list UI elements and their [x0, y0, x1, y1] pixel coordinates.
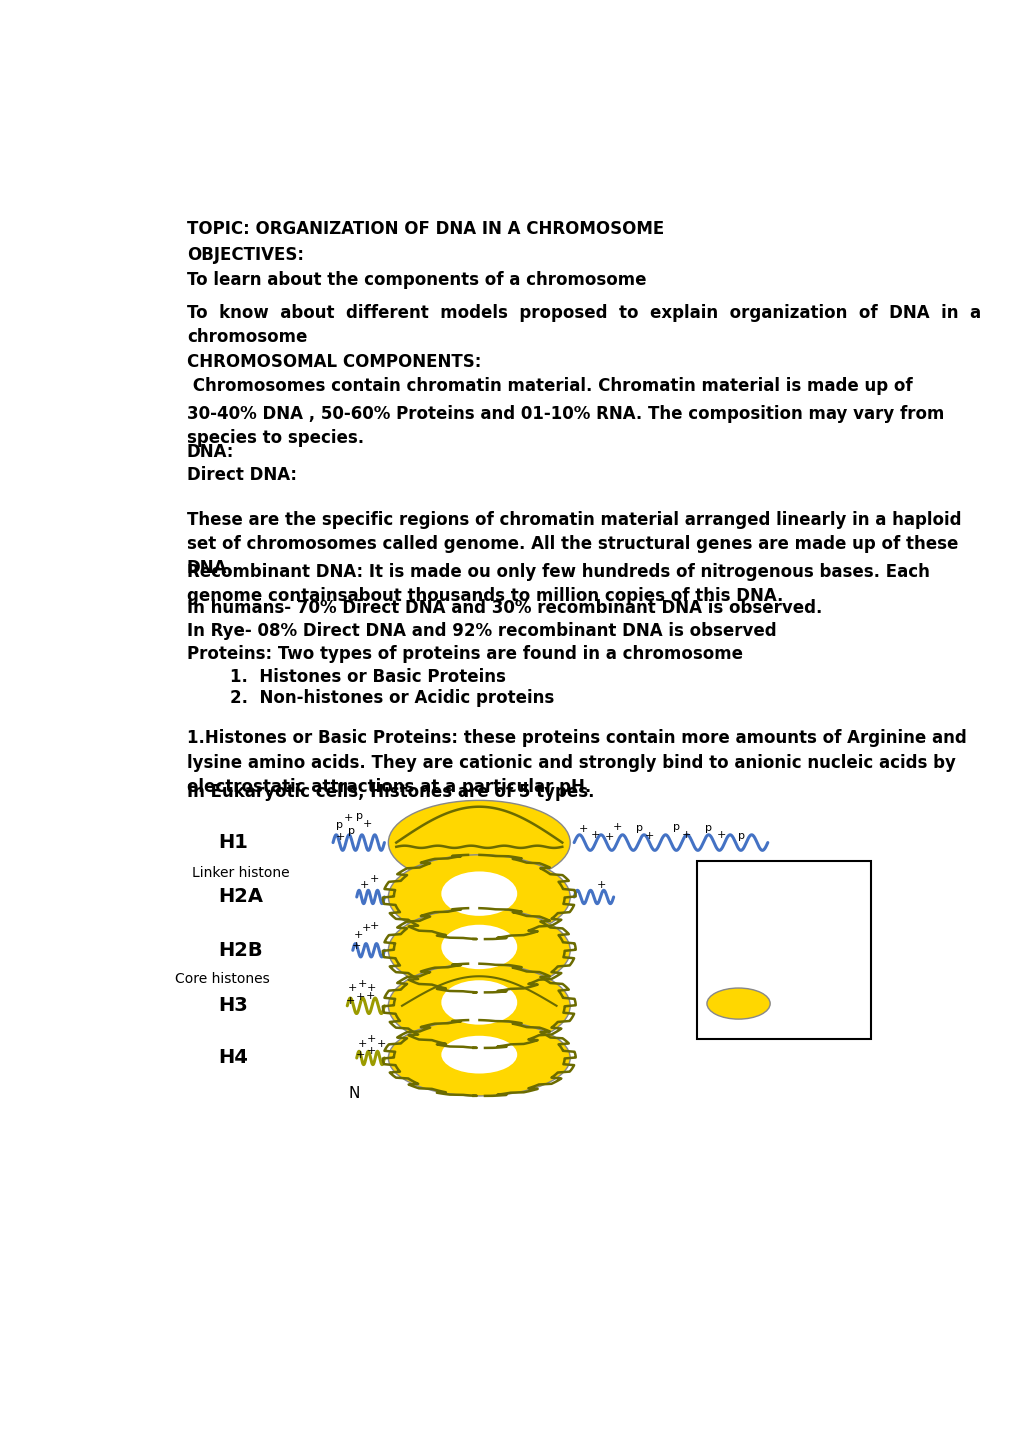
- Text: +: +: [369, 921, 378, 932]
- Text: +: +: [356, 992, 365, 1002]
- Text: +: +: [644, 831, 653, 841]
- Text: p: p: [704, 823, 711, 833]
- Text: H2A: H2A: [218, 887, 263, 907]
- Text: +: +: [376, 1038, 385, 1048]
- Text: Recombinant DNA: It is made ou only few hundreds of nitrogenous bases. Each
geno: Recombinant DNA: It is made ou only few …: [186, 562, 928, 606]
- Text: p: p: [335, 820, 342, 829]
- Ellipse shape: [388, 800, 570, 885]
- Text: N: N: [348, 1086, 360, 1100]
- Text: +: +: [365, 991, 375, 1001]
- Text: conserved: conserved: [782, 996, 853, 1011]
- Ellipse shape: [388, 855, 570, 939]
- Ellipse shape: [441, 871, 517, 916]
- Ellipse shape: [706, 988, 769, 1019]
- Text: H2B: H2B: [218, 940, 263, 960]
- Text: 1.  Histones or Basic Proteins: 1. Histones or Basic Proteins: [230, 668, 505, 686]
- Text: +: +: [612, 822, 622, 832]
- Text: OBJECTIVES:: OBJECTIVES:: [186, 247, 304, 264]
- Text: +: +: [347, 983, 357, 994]
- Text: +: +: [596, 880, 606, 890]
- Text: p: p: [636, 823, 643, 833]
- Text: p: p: [738, 831, 745, 841]
- Text: In Rye- 08% Direct DNA and 92% recombinant DNA is observed: In Rye- 08% Direct DNA and 92% recombina…: [186, 622, 775, 640]
- Text: +: +: [336, 832, 345, 842]
- Text: 2.  Non-histones or Acidic proteins: 2. Non-histones or Acidic proteins: [230, 689, 554, 708]
- FancyBboxPatch shape: [696, 861, 870, 1040]
- Text: Proteins: Two types of proteins are found in a chromosome: Proteins: Two types of proteins are foun…: [186, 645, 742, 663]
- Text: helix: helix: [782, 884, 814, 898]
- Text: +: +: [361, 923, 371, 933]
- Text: p: p: [347, 826, 355, 836]
- Text: H4: H4: [218, 1048, 248, 1067]
- Text: p: p: [673, 822, 680, 832]
- Text: Chromosomes contain chromatin material. Chromatin material is made up of: Chromosomes contain chromatin material. …: [186, 378, 912, 395]
- Text: variable: variable: [782, 940, 838, 953]
- Text: +: +: [604, 832, 613, 842]
- Ellipse shape: [388, 963, 570, 1048]
- Ellipse shape: [441, 981, 517, 1025]
- Text: H3: H3: [218, 996, 248, 1015]
- Text: In humans- 70% Direct DNA and 30% recombinant DNA is observed.: In humans- 70% Direct DNA and 30% recomb…: [186, 600, 821, 617]
- Text: +: +: [681, 829, 691, 839]
- Text: p: p: [356, 810, 363, 820]
- Text: +: +: [352, 940, 361, 950]
- Text: +: +: [354, 930, 363, 940]
- Ellipse shape: [388, 908, 570, 992]
- Text: DNA:: DNA:: [186, 443, 234, 461]
- Ellipse shape: [441, 1035, 517, 1073]
- Text: +: +: [369, 874, 378, 884]
- Text: +: +: [343, 813, 354, 823]
- Text: To learn about the components of a chromosome: To learn about the components of a chrom…: [186, 271, 646, 288]
- Text: +: +: [345, 996, 355, 1007]
- Text: To  know  about  different  models  proposed  to  explain  organization  of  DNA: To know about different models proposed …: [186, 304, 980, 346]
- Text: +: +: [362, 819, 371, 829]
- Text: +: +: [366, 1047, 375, 1057]
- Text: +: +: [590, 829, 599, 839]
- Ellipse shape: [388, 1019, 570, 1096]
- Text: H1: H1: [218, 833, 248, 852]
- Text: +: +: [356, 1050, 365, 1060]
- Text: +: +: [358, 1038, 367, 1048]
- Text: +: +: [358, 979, 367, 989]
- Text: These are the specific regions of chromatin material arranged linearly in a hapl: These are the specific regions of chroma…: [186, 510, 960, 577]
- Text: 1.Histones or Basic Proteins: these proteins contain more amounts of Arginine an: 1.Histones or Basic Proteins: these prot…: [186, 730, 966, 796]
- Text: +: +: [579, 825, 588, 835]
- Text: Linker histone: Linker histone: [193, 865, 289, 880]
- Ellipse shape: [441, 924, 517, 969]
- Text: Core histones: Core histones: [175, 972, 269, 986]
- Text: Direct DNA:: Direct DNA:: [186, 466, 297, 485]
- Text: 30-40% DNA , 50-60% Proteins and 01-10% RNA. The composition may vary from
speci: 30-40% DNA , 50-60% Proteins and 01-10% …: [186, 405, 944, 447]
- Text: TOPIC: ORGANIZATION OF DNA IN A CHROMOSOME: TOPIC: ORGANIZATION OF DNA IN A CHROMOSO…: [186, 219, 663, 238]
- Text: +: +: [716, 829, 726, 839]
- Text: CHROMOSOMAL COMPONENTS:: CHROMOSOMAL COMPONENTS:: [186, 353, 481, 371]
- Text: +: +: [367, 983, 376, 994]
- Text: +: +: [360, 880, 369, 890]
- Text: In Eukaryotic cells, Histones are of 5 types.: In Eukaryotic cells, Histones are of 5 t…: [186, 783, 594, 800]
- Text: +: +: [367, 1034, 376, 1044]
